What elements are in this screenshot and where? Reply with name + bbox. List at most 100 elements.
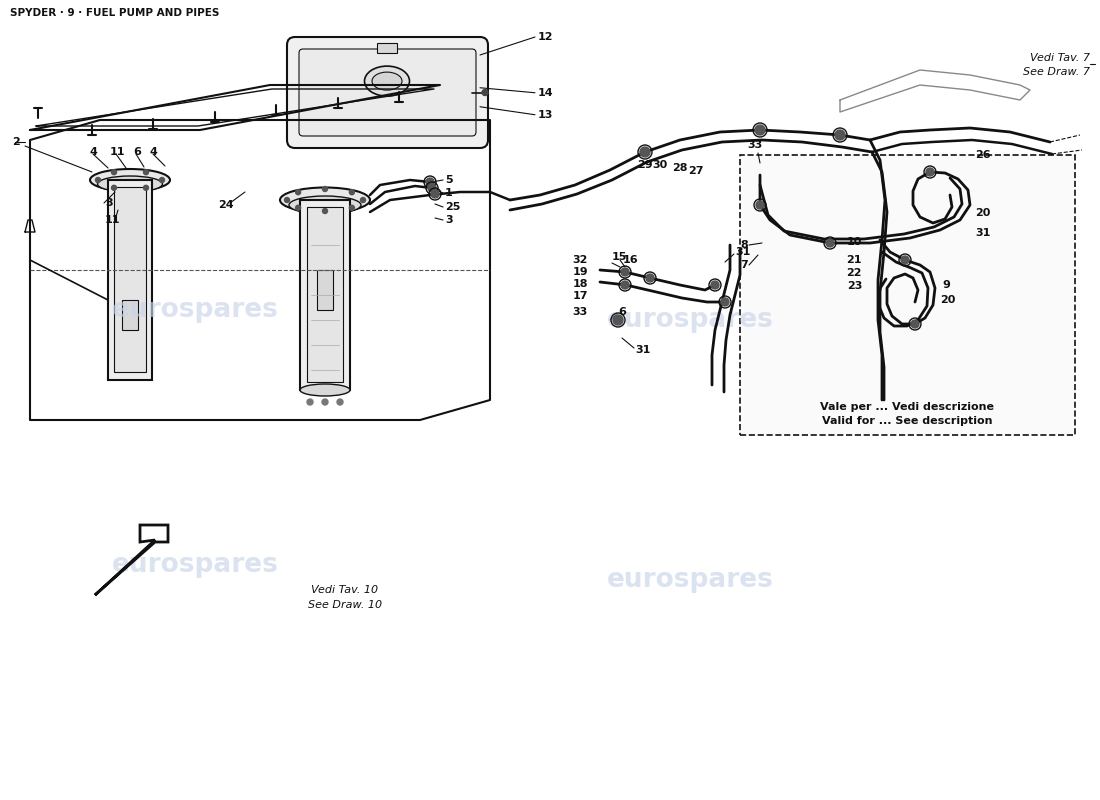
Circle shape bbox=[143, 186, 148, 190]
Text: 13: 13 bbox=[538, 110, 553, 120]
Text: 5: 5 bbox=[446, 175, 452, 185]
Ellipse shape bbox=[98, 176, 163, 192]
Text: 3: 3 bbox=[104, 198, 112, 208]
Circle shape bbox=[111, 186, 117, 190]
Text: 7: 7 bbox=[740, 260, 748, 270]
Bar bbox=[300, 200, 350, 390]
Circle shape bbox=[361, 198, 365, 202]
Circle shape bbox=[926, 168, 934, 176]
Text: 4: 4 bbox=[150, 147, 158, 157]
Circle shape bbox=[350, 190, 354, 194]
Text: 26: 26 bbox=[975, 150, 991, 160]
Text: 6: 6 bbox=[133, 147, 141, 157]
Text: 31: 31 bbox=[975, 228, 990, 238]
Circle shape bbox=[143, 170, 148, 174]
Circle shape bbox=[426, 178, 434, 186]
Text: 8: 8 bbox=[740, 240, 748, 250]
Text: 22: 22 bbox=[847, 268, 862, 278]
Text: Valid for ... See description: Valid for ... See description bbox=[822, 416, 992, 426]
Circle shape bbox=[613, 315, 623, 325]
Circle shape bbox=[911, 320, 918, 328]
Bar bbox=[307, 207, 343, 382]
Bar bbox=[122, 300, 138, 330]
Bar bbox=[317, 270, 333, 310]
FancyBboxPatch shape bbox=[299, 49, 476, 136]
Text: 21: 21 bbox=[847, 255, 862, 265]
Text: 24: 24 bbox=[218, 200, 233, 210]
Text: 19: 19 bbox=[572, 267, 588, 277]
Bar bbox=[740, 155, 1075, 435]
Circle shape bbox=[322, 209, 328, 214]
Circle shape bbox=[337, 399, 343, 405]
Text: Vedi Tav. 10: Vedi Tav. 10 bbox=[311, 585, 378, 595]
Circle shape bbox=[755, 125, 764, 135]
Ellipse shape bbox=[364, 66, 409, 96]
Text: eurospares: eurospares bbox=[606, 307, 773, 333]
Circle shape bbox=[826, 239, 834, 247]
Circle shape bbox=[296, 206, 300, 210]
Text: 20: 20 bbox=[940, 295, 956, 305]
Text: 31: 31 bbox=[735, 247, 750, 257]
Circle shape bbox=[640, 147, 650, 157]
Text: 11: 11 bbox=[110, 147, 125, 157]
Circle shape bbox=[322, 186, 328, 191]
Text: 23: 23 bbox=[847, 281, 862, 291]
Text: 2: 2 bbox=[12, 137, 20, 147]
Circle shape bbox=[711, 281, 719, 289]
Circle shape bbox=[621, 268, 629, 276]
Text: eurospares: eurospares bbox=[111, 297, 278, 323]
Circle shape bbox=[431, 190, 439, 198]
Text: 30: 30 bbox=[652, 160, 668, 170]
Text: 11: 11 bbox=[104, 215, 121, 225]
Text: eurospares: eurospares bbox=[111, 552, 278, 578]
Circle shape bbox=[901, 256, 909, 264]
Text: eurospares: eurospares bbox=[606, 567, 773, 593]
Text: 16: 16 bbox=[623, 255, 639, 265]
Circle shape bbox=[307, 399, 314, 405]
Text: 29: 29 bbox=[637, 160, 652, 170]
Circle shape bbox=[482, 90, 488, 95]
Text: 12: 12 bbox=[538, 32, 553, 42]
Text: 17: 17 bbox=[572, 291, 588, 301]
Text: 31: 31 bbox=[635, 345, 650, 355]
Bar bbox=[114, 187, 146, 372]
Circle shape bbox=[285, 198, 289, 202]
Circle shape bbox=[322, 399, 328, 405]
FancyBboxPatch shape bbox=[287, 37, 488, 148]
Bar bbox=[377, 43, 397, 53]
Text: SPYDER · 9 · FUEL PUMP AND PIPES: SPYDER · 9 · FUEL PUMP AND PIPES bbox=[10, 8, 219, 18]
Text: 1: 1 bbox=[446, 188, 453, 198]
Text: See Draw. 10: See Draw. 10 bbox=[308, 600, 382, 610]
Ellipse shape bbox=[300, 384, 350, 396]
Text: Vale per ... Vedi descrizione: Vale per ... Vedi descrizione bbox=[820, 402, 994, 412]
Text: 20: 20 bbox=[975, 208, 990, 218]
Text: 9: 9 bbox=[942, 280, 950, 290]
Text: 15: 15 bbox=[612, 252, 627, 262]
Text: 3: 3 bbox=[446, 215, 452, 225]
Circle shape bbox=[160, 178, 165, 182]
Text: 28: 28 bbox=[672, 163, 688, 173]
Circle shape bbox=[111, 170, 117, 174]
Ellipse shape bbox=[280, 187, 370, 213]
Circle shape bbox=[350, 206, 354, 210]
Text: 33: 33 bbox=[747, 140, 762, 150]
Ellipse shape bbox=[289, 196, 361, 214]
Bar bbox=[108, 180, 152, 380]
Circle shape bbox=[646, 274, 654, 282]
Circle shape bbox=[720, 298, 729, 306]
Circle shape bbox=[96, 178, 100, 182]
Text: 4: 4 bbox=[90, 147, 98, 157]
Text: 14: 14 bbox=[538, 88, 553, 98]
Text: 32: 32 bbox=[573, 255, 588, 265]
Text: 18: 18 bbox=[572, 279, 588, 289]
Text: Vedi Tav. 7: Vedi Tav. 7 bbox=[1030, 53, 1090, 63]
Circle shape bbox=[428, 184, 436, 192]
Text: 6: 6 bbox=[618, 307, 626, 317]
Circle shape bbox=[835, 130, 845, 140]
Text: 25: 25 bbox=[446, 202, 461, 212]
Text: See Draw. 7: See Draw. 7 bbox=[1023, 67, 1090, 77]
Text: 10: 10 bbox=[847, 237, 862, 247]
Text: 33: 33 bbox=[573, 307, 588, 317]
Text: 27: 27 bbox=[689, 166, 704, 176]
Circle shape bbox=[296, 190, 300, 194]
